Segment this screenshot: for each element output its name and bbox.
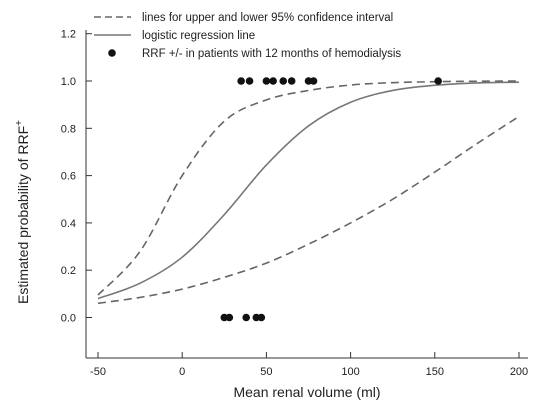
curve-layer xyxy=(97,80,520,305)
point-layer xyxy=(220,77,442,322)
legend: lines for upper and lower 95% confidence… xyxy=(94,12,401,60)
x-tick-label: 150 xyxy=(426,366,444,378)
x-axis-title: Mean renal volume (ml) xyxy=(233,384,380,400)
regression-line xyxy=(97,81,520,300)
y-tick-label: 0.4 xyxy=(61,218,76,230)
y-tick-label: 0.6 xyxy=(61,171,76,183)
x-tick-label: 100 xyxy=(341,366,359,378)
x-axis-ticks: -50 0 50 100 150 200 xyxy=(90,352,528,378)
plot-frame xyxy=(85,30,528,359)
x-tick-label: -50 xyxy=(90,366,106,378)
confidence-interval-line xyxy=(97,80,520,296)
y-tick-label: 0.0 xyxy=(61,313,76,325)
x-tick-label: 200 xyxy=(510,366,528,378)
legend-label-regression-line: logistic regression line xyxy=(142,30,255,42)
patient-data-point xyxy=(434,77,442,85)
legend-label-patient-points: RRF +/- in patients with 12 months of he… xyxy=(142,48,401,60)
patient-data-point xyxy=(245,77,254,85)
patient-data-point xyxy=(242,313,250,322)
patient-data-point xyxy=(309,77,318,85)
x-tick-label: 0 xyxy=(179,366,185,378)
x-tick-label: 50 xyxy=(260,366,272,378)
y-axis-ticks: 0.0 0.2 0.4 0.6 0.8 1.0 1.2 xyxy=(61,29,92,325)
y-tick-label: 1.0 xyxy=(61,76,76,88)
patient-data-point xyxy=(279,77,288,85)
confidence-interval-line xyxy=(97,115,520,305)
y-tick-label: 1.2 xyxy=(61,29,76,41)
y-tick-label: 0.2 xyxy=(61,265,76,277)
y-axis-title-superscript: + xyxy=(14,120,25,126)
patient-data-point xyxy=(225,313,234,322)
patient-data-point xyxy=(237,77,245,85)
legend-label-confidence-interval: lines for upper and lower 95% confidence… xyxy=(142,12,393,24)
y-axis-title: Estimated probability of RRF+ xyxy=(14,120,31,304)
y-axis-title-main: Estimated probability of RRF xyxy=(15,126,31,304)
patient-data-point xyxy=(262,77,271,85)
y-tick-label: 0.8 xyxy=(61,123,76,135)
legend-point-marker-icon xyxy=(108,49,116,57)
patient-data-point xyxy=(257,313,266,322)
patient-data-point xyxy=(269,77,277,85)
patient-data-point xyxy=(287,77,296,85)
